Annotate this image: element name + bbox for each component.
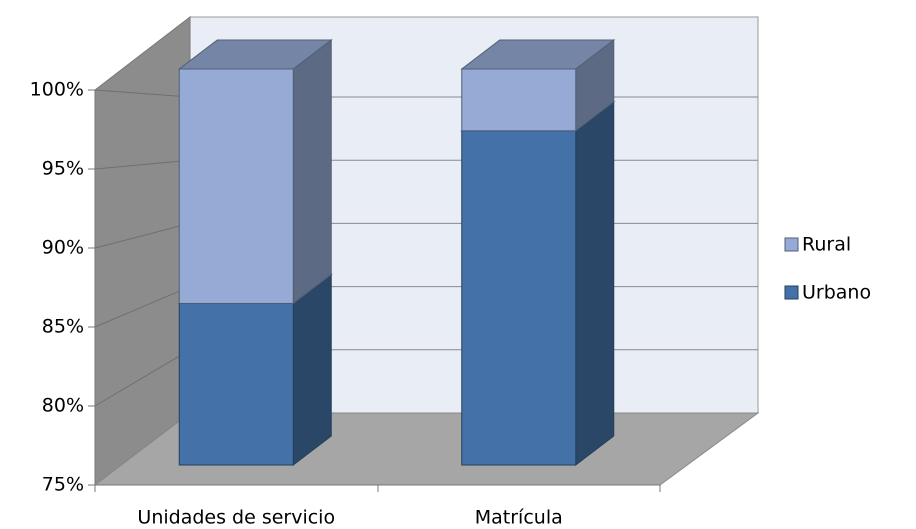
grid-line (94, 286, 191, 328)
grid-line (94, 159, 191, 170)
legend-label: Urbano (802, 282, 871, 304)
bar (178, 68, 294, 304)
bar (178, 302, 294, 466)
y-tick-label: 75% (42, 474, 84, 496)
grid-line (94, 349, 191, 407)
bar-side (292, 273, 332, 467)
x-tick-label: Matrícula (475, 507, 563, 529)
y-tick-label: 85% (42, 316, 84, 338)
y-tick-label: 100% (30, 79, 84, 101)
legend-swatch (784, 237, 799, 252)
bar (461, 68, 577, 132)
x-tick-label: Unidades de servicio (137, 507, 335, 529)
y-tick-label: 90% (42, 237, 84, 259)
bar (461, 130, 577, 466)
grid-line (94, 222, 191, 249)
bar-side (292, 38, 332, 305)
grid-line (94, 89, 191, 98)
y-tick-label: 80% (42, 395, 84, 417)
legend-swatch (784, 285, 799, 300)
side-wall (94, 15, 191, 487)
legend-label: Rural (802, 234, 851, 256)
y-tick-label: 95% (42, 158, 84, 180)
bar-side (575, 100, 615, 467)
